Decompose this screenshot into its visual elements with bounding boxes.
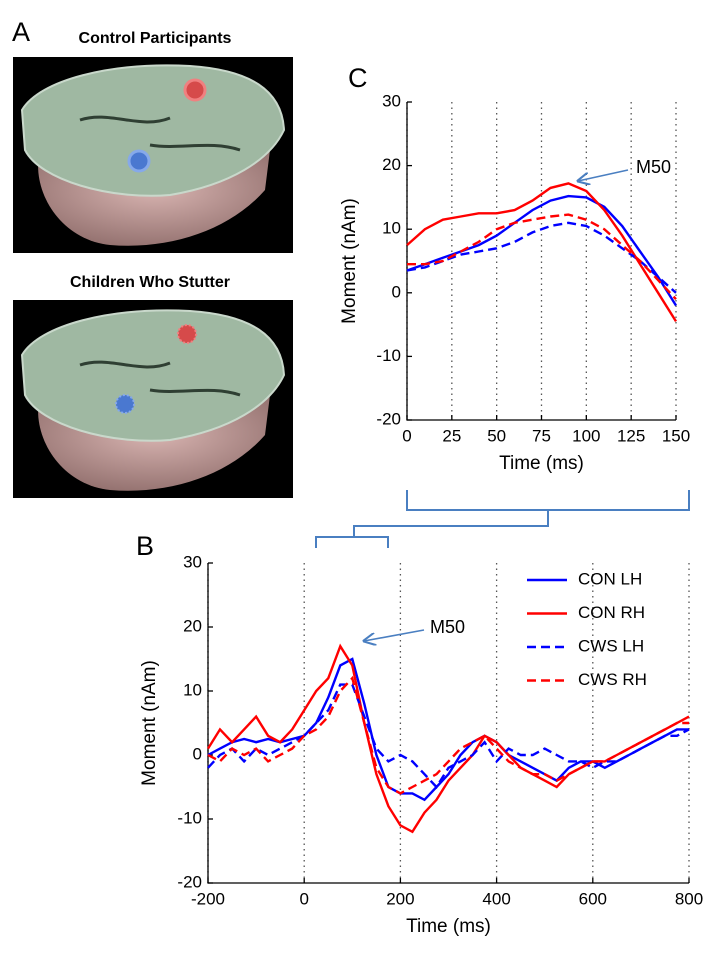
x-tick-label: 600 bbox=[579, 889, 607, 908]
annotation: M50 bbox=[430, 617, 465, 637]
panel-label: C bbox=[348, 63, 368, 93]
x-axis-label: Time (ms) bbox=[406, 916, 491, 937]
x-tick-label: 200 bbox=[386, 889, 414, 908]
x-tick-label: 25 bbox=[442, 426, 461, 445]
y-tick-label: -10 bbox=[376, 346, 401, 365]
x-tick-label: 0 bbox=[299, 889, 308, 908]
x-axis-label: Time (ms) bbox=[499, 453, 584, 474]
x-tick-label: 0 bbox=[402, 426, 411, 445]
y-axis-label: Moment (nAm) bbox=[339, 198, 360, 324]
x-tick-label: 75 bbox=[532, 426, 551, 445]
y-tick-label: 30 bbox=[382, 91, 401, 110]
data-line bbox=[207, 683, 690, 789]
x-tick-label: 150 bbox=[662, 426, 690, 445]
y-tick-label: 30 bbox=[183, 552, 202, 571]
y-tick-label: 20 bbox=[183, 616, 202, 635]
panel-label: B bbox=[136, 531, 154, 561]
panel-label: A bbox=[12, 17, 30, 47]
y-tick-label: -10 bbox=[177, 808, 202, 827]
y-tick-label: -20 bbox=[177, 872, 202, 891]
bracket bbox=[315, 490, 690, 548]
x-tick-label: -200 bbox=[191, 889, 225, 908]
y-tick-label: 10 bbox=[382, 219, 401, 238]
y-tick-label: 0 bbox=[193, 744, 202, 763]
axes bbox=[406, 102, 676, 421]
image-title: Control Participants bbox=[79, 30, 232, 47]
annotation-arrow bbox=[578, 169, 629, 181]
y-tick-label: -20 bbox=[376, 409, 401, 428]
y-tick-label: 0 bbox=[392, 282, 401, 301]
data-line bbox=[407, 213, 677, 301]
data-line bbox=[207, 657, 689, 802]
legend-label: CWS LH bbox=[578, 636, 644, 655]
legend-label: CWS RH bbox=[578, 670, 647, 689]
brain-image bbox=[13, 300, 293, 498]
y-tick-label: 20 bbox=[382, 155, 401, 174]
x-tick-label: 400 bbox=[482, 889, 510, 908]
axes bbox=[207, 563, 689, 884]
data-line bbox=[406, 221, 677, 294]
data-line bbox=[207, 675, 689, 795]
y-tick-label: 10 bbox=[183, 680, 202, 699]
annotation-arrow bbox=[364, 629, 425, 641]
y-axis-label: Moment (nAm) bbox=[139, 660, 160, 786]
x-tick-label: 100 bbox=[572, 426, 600, 445]
legend-label: CON LH bbox=[578, 569, 642, 588]
x-tick-label: 50 bbox=[487, 426, 506, 445]
data-line bbox=[406, 194, 678, 307]
annotation: M50 bbox=[636, 157, 671, 177]
legend-label: CON RH bbox=[578, 603, 645, 622]
image-title: Children Who Stutter bbox=[70, 274, 230, 291]
x-tick-label: 125 bbox=[617, 426, 645, 445]
x-tick-label: 800 bbox=[675, 889, 703, 908]
data-line bbox=[406, 182, 678, 323]
brain-image bbox=[13, 57, 293, 253]
